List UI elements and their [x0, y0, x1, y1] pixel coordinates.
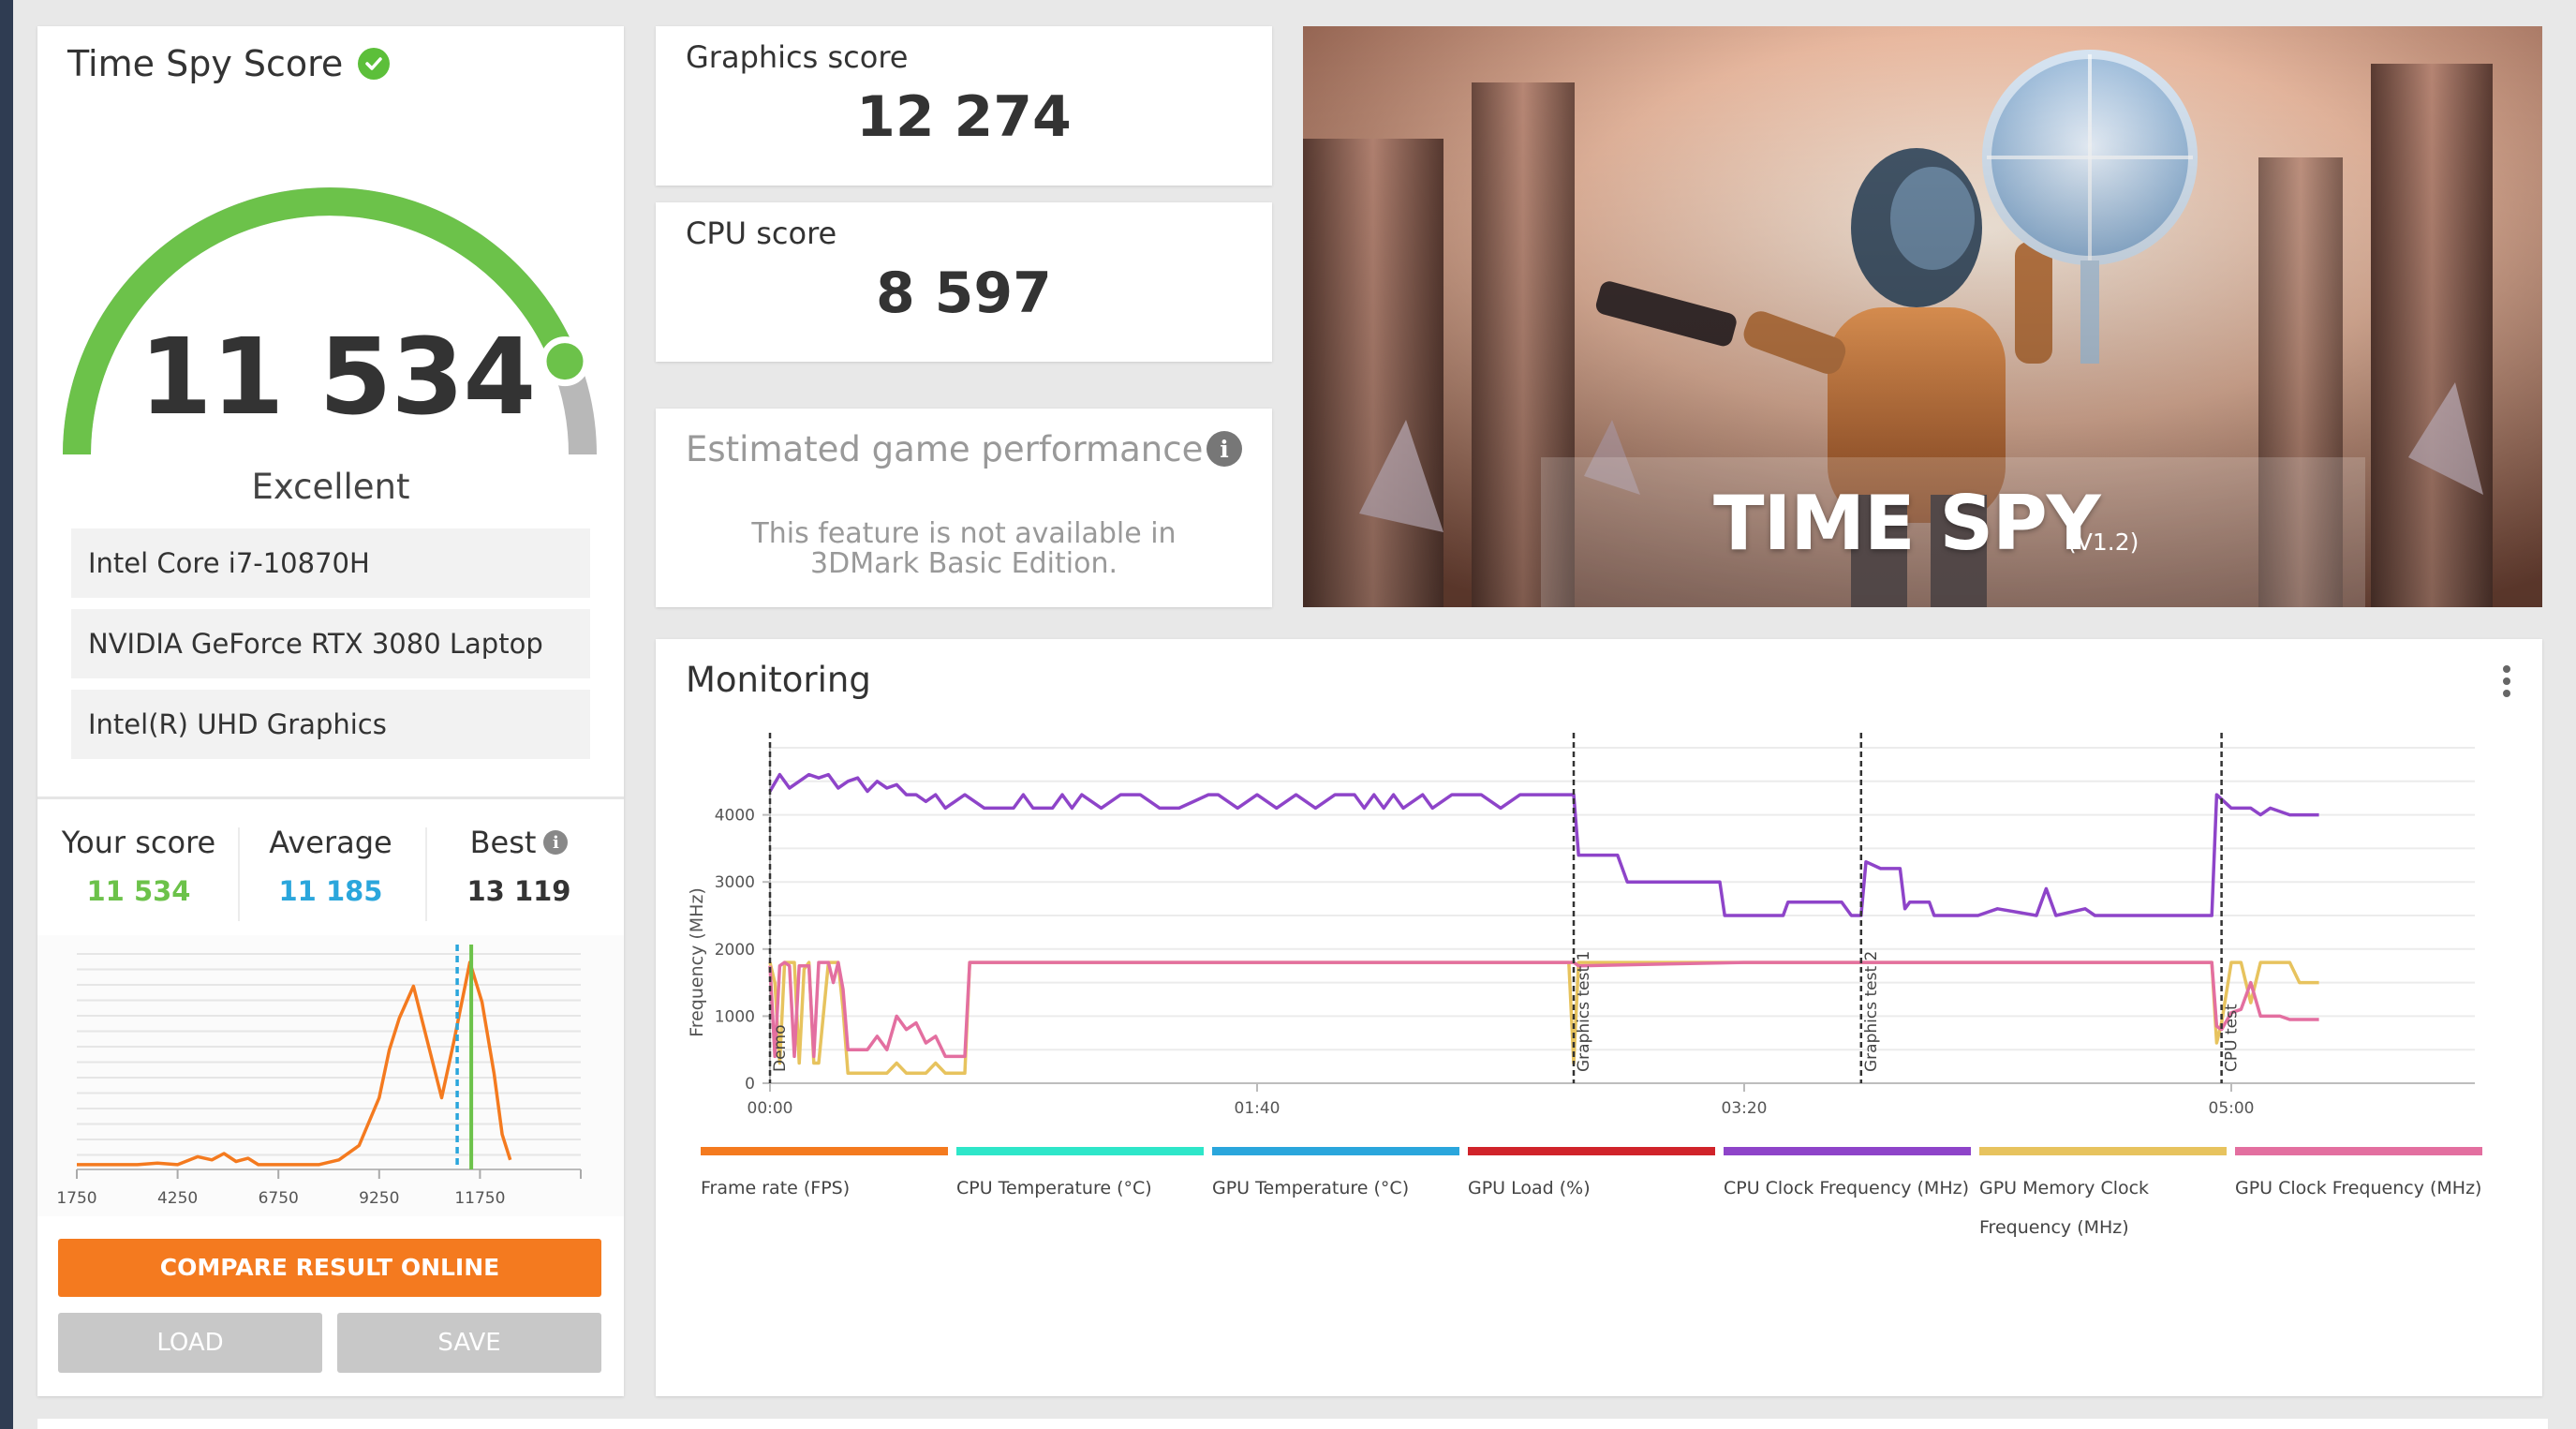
legend-label: CPU Temperature (°C): [956, 1178, 1152, 1198]
series-line: [768, 960, 2319, 1059]
graphics-score-label: Graphics score: [686, 39, 909, 75]
x-tick-label: 03:20: [1722, 1099, 1768, 1118]
test-marker-label: Graphics test 2: [1862, 951, 1881, 1072]
cpu-score-card: CPU score 8 597: [656, 202, 1272, 362]
distribution-tick-label: 9250: [359, 1189, 399, 1208]
legend-item[interactable]: GPU Load (%): [1468, 1147, 1715, 1208]
average-label: Average: [269, 825, 392, 860]
series-line: [768, 772, 2319, 917]
legend-color-swatch: [1724, 1147, 1971, 1155]
legend-label: CPU Clock Frequency (MHz): [1724, 1178, 1970, 1198]
distribution-tick-label: 6750: [259, 1189, 299, 1208]
distribution-curve: [77, 960, 512, 1167]
gauge-knob: [540, 336, 590, 387]
cpu-score-value: 8 597: [876, 260, 1052, 326]
estimated-performance-message: This feature is not available in 3DMark …: [751, 517, 1177, 580]
legend-color-swatch: [1212, 1147, 1459, 1155]
stats-separator: [37, 796, 624, 799]
x-tick-label: 00:00: [748, 1099, 793, 1118]
test-marker-label: Graphics test 1: [1575, 951, 1593, 1072]
next-panel-edge: [37, 1419, 2548, 1429]
y-tick-label: 0: [745, 1075, 755, 1094]
legend-item[interactable]: CPU Temperature (°C): [956, 1147, 1204, 1208]
hardware-igpu: Intel(R) UHD Graphics: [71, 690, 590, 759]
load-button[interactable]: LOAD: [58, 1313, 322, 1373]
legend-label: GPU Temperature (°C): [1212, 1178, 1410, 1198]
banner-version: (V1.2): [2067, 528, 2139, 556]
distribution-tick-label: 11750: [454, 1189, 505, 1208]
save-button[interactable]: SAVE: [337, 1313, 601, 1373]
average-value: 11 185: [278, 875, 383, 907]
best-value: 13 119: [466, 875, 571, 907]
best-label: Best: [469, 825, 537, 860]
estimated-performance-title: Estimated game performance: [686, 429, 1204, 469]
stats-divider: [238, 827, 240, 921]
window-edge: [0, 0, 13, 1429]
hardware-gpu: NVIDIA GeForce RTX 3080 Laptop GPU: [71, 609, 590, 729]
legend-label: Frame rate (FPS): [701, 1178, 851, 1198]
legend-item[interactable]: GPU Temperature (°C): [1212, 1147, 1459, 1208]
score-distribution-chart: 1750 4250 6750 9250 11750: [56, 945, 582, 1208]
legend-item[interactable]: Frame rate (FPS): [701, 1147, 948, 1208]
graphics-score-card: Graphics score 12 274: [656, 26, 1272, 186]
legend-item[interactable]: GPU Clock Frequency (MHz): [2235, 1147, 2482, 1208]
monitoring-chart: 0 1000 2000 3000 4000 Frequency (MHz) 00:00 01:…: [687, 733, 2475, 1118]
score-title: Time Spy Score: [67, 43, 344, 84]
score-title-row: Time Spy Score: [67, 43, 391, 84]
test-marker-label: Demo: [771, 1024, 790, 1072]
info-icon[interactable]: i: [1207, 431, 1242, 467]
info-icon[interactable]: i: [543, 830, 569, 855]
x-tick-label: 01:40: [1235, 1099, 1281, 1118]
y-axis-label: Frequency (MHz): [687, 887, 707, 1037]
series-line: [768, 960, 2319, 1076]
legend-label: GPU Load (%): [1468, 1178, 1591, 1198]
total-score: 11 534: [139, 317, 537, 439]
score-gauge: [63, 187, 597, 455]
cpu-score-label: CPU score: [686, 216, 837, 251]
score-card: Time Spy Score 11 534 Excellent Intel Co…: [37, 26, 624, 1396]
legend-color-swatch: [701, 1147, 948, 1155]
average-stat: Average 11 185: [237, 825, 424, 907]
monitoring-title: Monitoring: [686, 660, 871, 700]
compare-result-online-button[interactable]: COMPARE RESULT ONLINE: [58, 1239, 601, 1297]
banner-title: TIME SPY: [1713, 480, 2101, 567]
score-rating: Excellent: [251, 467, 410, 507]
legend-color-swatch: [1979, 1147, 2227, 1155]
legend-label: GPU Memory Clock Frequency (MHz): [1979, 1178, 2150, 1238]
gauge-fill: [63, 187, 578, 455]
check-icon: [358, 48, 391, 80]
your-score-value: 11 534: [86, 875, 191, 907]
your-score-label: Your score: [61, 825, 216, 860]
monitoring-card: 0 1000 2000 3000 4000 Frequency (MHz) 00:00 01:…: [656, 639, 2542, 1396]
best-stat: Best i 13 119: [425, 825, 613, 907]
x-tick-label: 05:00: [2209, 1099, 2255, 1118]
y-tick-label: 1000: [715, 1007, 755, 1026]
distribution-tick-label: 4250: [157, 1189, 198, 1208]
stats-divider: [425, 827, 427, 921]
distribution-tick-label: 1750: [56, 1189, 96, 1208]
legend-item[interactable]: CPU Clock Frequency (MHz): [1724, 1147, 1971, 1208]
time-spy-banner: TIME SPY (V1.2): [1303, 26, 2542, 607]
graphics-score-value: 12 274: [856, 84, 1072, 150]
legend-item[interactable]: GPU Memory Clock Frequency (MHz): [1979, 1147, 2227, 1247]
estimated-performance-card: Estimated game performance i This featur…: [656, 409, 1272, 607]
banner-artwork: [1303, 26, 2542, 607]
your-score-stat: Your score 11 534: [45, 825, 232, 907]
legend-color-swatch: [956, 1147, 1204, 1155]
y-tick-label: 2000: [715, 941, 755, 960]
legend-color-swatch: [1468, 1147, 1715, 1155]
y-tick-label: 3000: [715, 873, 755, 892]
hardware-cpu: Intel Core i7-10870H: [71, 528, 590, 598]
legend-label: GPU Clock Frequency (MHz): [2235, 1178, 2482, 1198]
more-options-icon[interactable]: [2501, 665, 2512, 697]
y-tick-label: 4000: [715, 807, 755, 826]
test-marker-label: CPU test: [2223, 1004, 2242, 1072]
best-label-row: Best i: [425, 825, 613, 860]
legend-color-swatch: [2235, 1147, 2482, 1155]
